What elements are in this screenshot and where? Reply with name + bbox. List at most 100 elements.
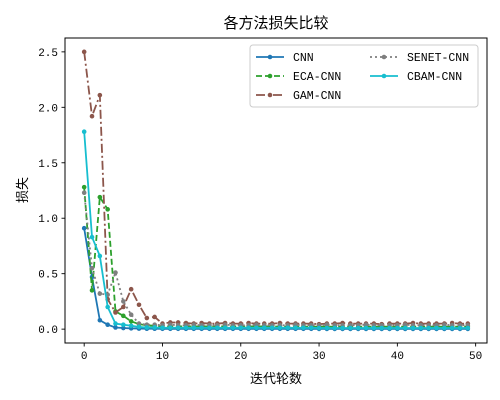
plot-frame xyxy=(64,37,488,344)
cbam-cnn-point xyxy=(355,325,361,331)
cbam-cnn-point xyxy=(261,325,267,331)
senet-cnn-point xyxy=(121,299,126,304)
legend-entry-cbam-cnn: CBAM-CNN xyxy=(370,71,462,84)
y-tick-label: 2.0 xyxy=(38,103,58,115)
y-tick-label: 0.5 xyxy=(38,270,58,282)
cbam-cnn-point xyxy=(183,325,189,331)
legend-marker-cbam-cnn xyxy=(381,73,387,79)
cbam-cnn-point xyxy=(128,323,134,329)
gam-cnn-point xyxy=(89,113,95,119)
axis-ticks: 0 10 20 30 40 50 0.0 0.5 1.0 1.5 2.0 2.5 xyxy=(38,48,482,363)
cbam-cnn-point xyxy=(121,322,126,328)
legend-marker-senet-cnn xyxy=(381,54,387,60)
cnn-point xyxy=(113,325,118,330)
cbam-cnn-point xyxy=(332,325,338,331)
gam-cnn-point xyxy=(81,49,87,55)
x-tick-label: 10 xyxy=(156,351,169,363)
cbam-cnn-point xyxy=(301,325,306,331)
cbam-cnn-point xyxy=(238,325,244,331)
cbam-cnn-point xyxy=(105,304,110,310)
legend-label-eca-cnn: ECA-CNN xyxy=(293,71,341,84)
senet-cnn-point xyxy=(442,322,447,328)
eca-cnn-point xyxy=(81,184,87,190)
gam-cnn-point xyxy=(152,314,157,320)
legend-label-senet-cnn: SENET-CNN xyxy=(407,52,469,65)
gam-cnn-point xyxy=(128,286,134,292)
senet-cnn-point xyxy=(324,322,330,328)
eca-cnn-point xyxy=(89,288,95,293)
y-tick-label: 0.0 xyxy=(38,325,58,337)
senet-cnn-point xyxy=(81,190,87,196)
legend-marker-cnn xyxy=(267,54,273,60)
cbam-cnn-point xyxy=(81,129,87,135)
cbam-cnn-point xyxy=(254,325,259,331)
legend-label-cnn: CNN xyxy=(293,52,314,65)
cbam-cnn-point xyxy=(442,325,447,331)
y-tick-label: 1.5 xyxy=(38,159,58,171)
cbam-cnn-point xyxy=(144,325,150,330)
cnn-point xyxy=(105,322,110,328)
senet-cnn-point xyxy=(363,322,369,328)
legend: CNN ECA-CNN GAM-CNN SENET-CNN CBAM-CNN xyxy=(249,44,479,108)
x-tick-label: 30 xyxy=(312,351,325,363)
senet-cnn-point xyxy=(402,322,408,328)
cbam-cnn-point xyxy=(348,325,353,331)
cbam-cnn-point xyxy=(308,325,314,331)
cbam-cnn-point xyxy=(363,325,369,331)
legend-entry-eca-cnn: ECA-CNN xyxy=(256,71,341,84)
gam-cnn-point xyxy=(144,315,150,321)
cbam-cnn-point xyxy=(293,325,298,331)
x-tick-label: 50 xyxy=(469,351,482,363)
senet-cnn-point xyxy=(89,265,95,271)
cbam-cnn-point xyxy=(214,325,220,331)
cbam-cnn-point xyxy=(402,325,408,331)
cbam-cnn-series xyxy=(81,129,471,331)
x-tick-label: 0 xyxy=(81,351,88,363)
cbam-cnn-point xyxy=(426,325,431,331)
cbam-cnn-point xyxy=(97,253,103,259)
cbam-cnn-point xyxy=(160,325,165,331)
senet-cnn-point xyxy=(128,312,134,318)
cbam-cnn-point xyxy=(113,321,118,326)
cbam-cnn-point xyxy=(89,234,95,240)
cbam-cnn-point xyxy=(379,325,385,331)
legend-marker-gam-cnn xyxy=(267,92,273,98)
cbam-cnn-point xyxy=(316,325,322,331)
cbam-cnn-point xyxy=(465,325,471,331)
cbam-cnn-point xyxy=(191,325,197,331)
cbam-cnn-point xyxy=(246,325,251,331)
cnn-point xyxy=(97,317,103,323)
cbam-cnn-point xyxy=(168,325,173,331)
senet-cnn-point xyxy=(113,270,118,275)
plot-area xyxy=(81,49,471,332)
eca-cnn-point xyxy=(105,207,110,212)
cbam-cnn-point xyxy=(324,325,330,331)
gam-cnn-point xyxy=(113,310,118,315)
cbam-cnn-point xyxy=(410,325,416,331)
x-tick-label: 20 xyxy=(234,351,247,363)
cbam-cnn-point xyxy=(222,325,228,331)
senet-cnn-point xyxy=(136,321,142,326)
cbam-cnn-point xyxy=(136,324,142,330)
legend-entry-senet-cnn: SENET-CNN xyxy=(370,52,469,65)
cnn-point xyxy=(121,325,126,331)
legend-marker-eca-cnn xyxy=(267,73,273,79)
x-axis-label: 迭代轮数 xyxy=(250,372,302,387)
cbam-cnn-point xyxy=(207,325,212,331)
eca-cnn-point xyxy=(97,194,103,200)
eca-cnn-point xyxy=(128,319,134,324)
cbam-cnn-point xyxy=(371,325,377,331)
legend-entry-gam-cnn: GAM-CNN xyxy=(256,90,341,103)
cbam-cnn-point xyxy=(340,325,345,331)
cbam-cnn-point xyxy=(457,325,463,331)
y-tick-label: 1.0 xyxy=(38,214,58,226)
legend-frame xyxy=(249,44,479,108)
senet-cnn-point xyxy=(97,291,103,296)
cbam-cnn-point xyxy=(269,325,275,331)
cbam-cnn-point xyxy=(199,325,204,331)
y-axis-label: 损失 xyxy=(16,177,31,203)
cbam-cnn-point xyxy=(449,325,455,331)
eca-cnn-point xyxy=(121,313,126,319)
cbam-cnn-point xyxy=(277,325,283,331)
